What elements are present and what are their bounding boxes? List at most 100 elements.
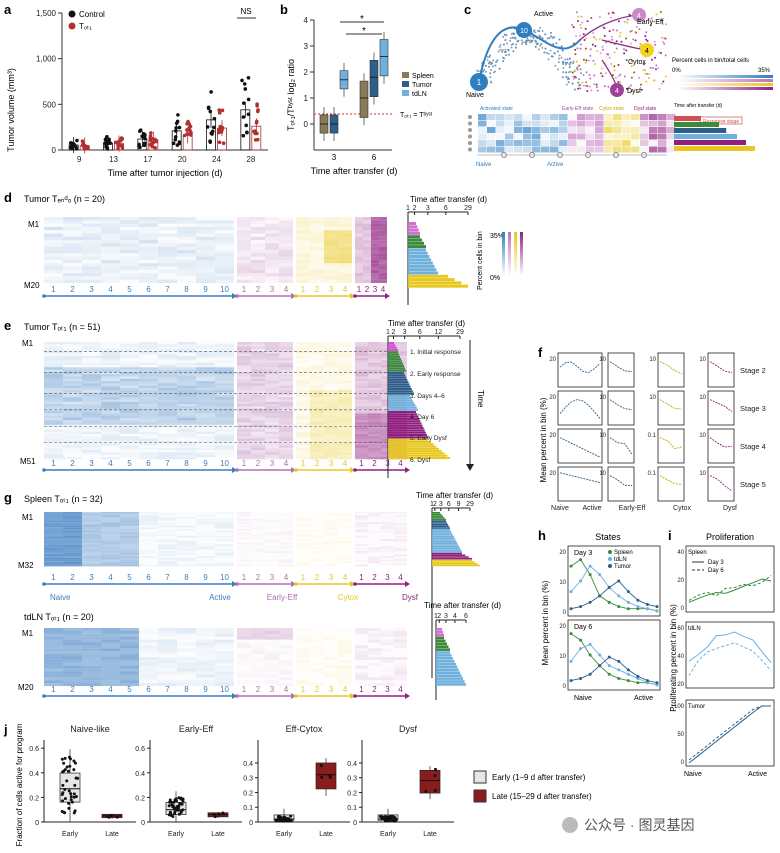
heat-cell (279, 404, 293, 407)
j-point (63, 797, 67, 801)
panel-b-boxes (319, 31, 389, 141)
heat-cell (296, 220, 310, 224)
heat-cell (158, 657, 177, 660)
heat-cell (44, 628, 63, 631)
heat-cell (82, 450, 101, 453)
heat-cell (279, 555, 293, 557)
time-bar (432, 525, 449, 528)
heat-cell (196, 236, 215, 241)
heat-cell (355, 628, 368, 631)
panel-c-state-activated: Activated state (480, 106, 513, 112)
heat-cell (394, 527, 407, 529)
heat-cell (296, 413, 310, 416)
heat-cell (101, 347, 120, 349)
heat-cell (101, 648, 120, 652)
heat-cell (177, 276, 196, 279)
heat-cell (101, 344, 120, 346)
c-heat-cell (541, 133, 550, 140)
heat-cell (265, 351, 279, 354)
time-bar (408, 264, 435, 268)
c-cell (665, 23, 668, 26)
heat-cell (296, 399, 310, 402)
heat-cell (394, 657, 407, 660)
heat-cell (368, 546, 381, 548)
heat-cell (296, 217, 310, 221)
f-line (659, 437, 683, 450)
axis-bin-label: 2 (372, 459, 377, 468)
time-bar (432, 561, 475, 563)
panel-b-ylabel: Tₒₜ₁/Tᵇʸˢᵗ log₂ ratio (286, 59, 296, 131)
heat-cell (368, 631, 381, 634)
heat-cell (63, 436, 82, 439)
heat-cell (324, 523, 338, 526)
heat-cell (44, 369, 63, 372)
heat-cell (371, 266, 379, 270)
heat-cell (355, 230, 363, 234)
heat-cell (265, 527, 279, 529)
axis-bin-label: 3 (270, 573, 275, 582)
c-cell (562, 71, 565, 74)
heat-cell (310, 445, 324, 448)
heat-cell (237, 344, 251, 347)
heat-cell (158, 376, 177, 379)
time-bar (408, 281, 462, 285)
panel-f-ylabel: Mean percent in bin (%) (539, 397, 548, 482)
heat-cell (338, 220, 352, 224)
heat-cell (265, 628, 279, 631)
heat-cell (324, 394, 338, 398)
j-point (67, 806, 71, 810)
heat-cell (101, 348, 120, 352)
heat-cell (355, 443, 368, 446)
heat-cell (251, 399, 265, 402)
heat-cell (196, 374, 215, 377)
heat-cell (296, 529, 310, 531)
panel-f: f Mean percent in bin (%) 20 10 10 10Stage … (538, 345, 766, 512)
heat-cell (251, 220, 265, 224)
heat-cell (338, 515, 352, 517)
heat-cell (101, 534, 120, 536)
heat-cell (265, 539, 279, 541)
c-cell (574, 48, 577, 51)
axis-bin-label: 4 (108, 285, 113, 294)
heat-cell (265, 246, 279, 250)
heat-cell (363, 276, 371, 280)
heat-cell (368, 563, 381, 565)
c-cell (579, 68, 582, 71)
j-xlabel-late: Late (105, 831, 119, 838)
heat-cell (265, 454, 279, 457)
heat-cell (120, 630, 139, 634)
heat-cell (279, 532, 293, 535)
heat-cell (215, 263, 234, 267)
heat-cell (368, 374, 381, 377)
heat-cell (338, 360, 352, 363)
heat-cell (44, 394, 63, 398)
heat-cell (371, 263, 379, 267)
j-point (221, 811, 225, 815)
c-heat-cell (559, 140, 568, 146)
c-heat-cell (658, 120, 667, 127)
heat-cell (279, 633, 293, 637)
f-subplot (657, 466, 685, 502)
heat-cell (158, 220, 177, 224)
heat-cell (279, 536, 293, 538)
time-bar (432, 523, 448, 526)
f-subplot (607, 352, 635, 388)
heat-cell (394, 539, 407, 541)
heat-cell (371, 279, 379, 283)
c-cell (506, 42, 509, 45)
heat-cell (215, 642, 234, 646)
heat-cell (44, 517, 63, 519)
i-ytick: 20 (677, 578, 684, 584)
heat-cell (265, 422, 279, 425)
time-bar (388, 355, 400, 358)
heat-cell (251, 348, 265, 352)
panel-c-active-x: Active (547, 162, 564, 168)
heat-cell (371, 240, 379, 244)
heat-cell (394, 556, 407, 558)
heat-cell (101, 360, 120, 363)
heat-cell (237, 369, 251, 372)
heat-cell (215, 342, 234, 344)
c-cell (534, 45, 537, 48)
